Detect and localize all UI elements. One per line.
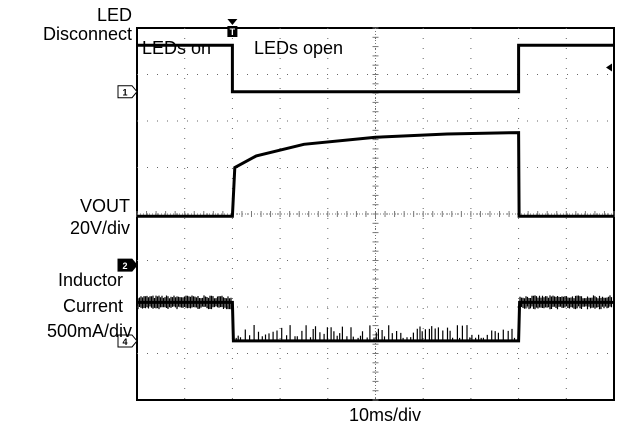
ch1-label-line2: Disconnect <box>42 24 132 44</box>
svg-text:4: 4 <box>122 337 127 347</box>
ch4-label-line1: Inductor <box>57 270 123 290</box>
trace-vout <box>137 131 614 218</box>
trace-led-disconnect <box>137 43 614 94</box>
channel-marker-1: 1 <box>117 85 138 99</box>
ch1-label-line1: LED <box>96 5 132 25</box>
trigger-marker: T <box>227 19 238 37</box>
annotation-leds-open: LEDs open <box>254 38 344 58</box>
inductor-spikes <box>235 325 516 341</box>
x-axis-label: 10ms/div <box>348 405 422 425</box>
annotation-leds-on: LEDs on <box>142 38 212 58</box>
ch2-label-line1: VOUT <box>79 196 130 216</box>
ch2-label-line2: 20V/div <box>69 218 130 238</box>
svg-text:1: 1 <box>122 88 127 98</box>
channel-marker-2: 2 <box>117 258 138 272</box>
svg-text:T: T <box>230 27 236 37</box>
channel-marker-4: 4 <box>117 334 138 348</box>
ch4-label-line3: 500mA/div <box>46 321 132 341</box>
inductor-ripple <box>137 295 613 310</box>
svg-text:2: 2 <box>122 261 127 271</box>
trigger-level-arrow <box>606 63 612 72</box>
ch4-label-line2: Current <box>62 296 123 316</box>
